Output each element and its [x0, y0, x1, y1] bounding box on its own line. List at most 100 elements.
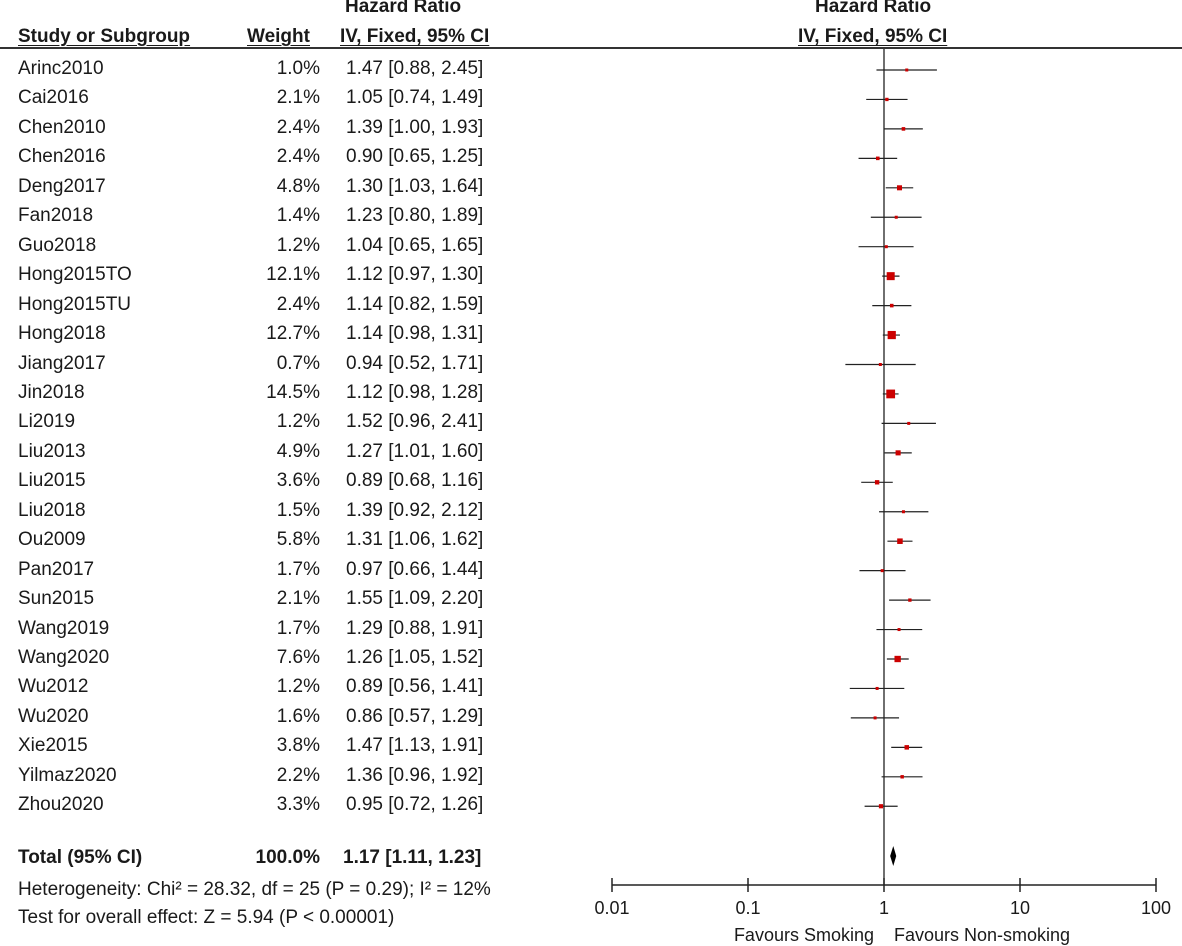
point-estimate-marker — [900, 775, 904, 779]
total-weight: 100.0% — [255, 847, 320, 868]
point-estimate-marker — [873, 716, 877, 720]
study-ci: 1.30 [1.03, 1.64] — [346, 176, 484, 197]
favours-smoking-label: Favours Smoking — [734, 925, 874, 945]
point-estimate-marker — [878, 804, 884, 809]
study-name: Xie2015 — [18, 735, 88, 756]
study-ci: 0.97 [0.66, 1.44] — [346, 559, 484, 580]
study-ci: 1.39 [0.92, 2.12] — [346, 500, 484, 521]
point-estimate-marker — [886, 389, 896, 399]
study-name: Hong2018 — [18, 323, 106, 344]
study-weight: 1.2% — [276, 411, 320, 432]
study-name: Deng2017 — [18, 176, 106, 197]
study-ci: 1.14 [0.82, 1.59] — [346, 294, 484, 315]
point-estimate-marker — [897, 538, 903, 544]
study-weight: 12.1% — [266, 264, 320, 285]
study-name: Jin2018 — [18, 382, 85, 403]
study-ci: 1.12 [0.97, 1.30] — [346, 264, 484, 285]
study-name: Fan2018 — [18, 205, 94, 226]
study-weight: 2.4% — [276, 146, 320, 167]
point-estimate-marker — [896, 185, 903, 191]
study-name: Liu2013 — [18, 441, 86, 462]
point-estimate-marker — [885, 97, 889, 102]
study-name: Cai2016 — [18, 87, 89, 108]
header-rule — [0, 47, 1182, 49]
study-ci: 1.12 [0.98, 1.28] — [346, 382, 484, 403]
study-ci: 1.55 [1.09, 2.20] — [346, 588, 484, 609]
point-estimate-marker — [884, 245, 888, 249]
x-tick-label: 0.1 — [735, 898, 760, 918]
point-estimate-marker — [904, 745, 909, 750]
study-ci: 0.86 [0.57, 1.29] — [346, 706, 484, 727]
study-ci: 0.95 [0.72, 1.26] — [346, 794, 484, 815]
study-ci: 1.31 [1.06, 1.62] — [346, 529, 484, 550]
x-tick-label: 100 — [1141, 898, 1171, 918]
overall-effect-text: Test for overall effect: Z = 5.94 (P < 0… — [18, 907, 395, 928]
study-weight: 3.8% — [276, 735, 320, 756]
point-estimate-marker — [889, 303, 894, 308]
hr-group-header: Hazard Ratio — [345, 0, 462, 17]
study-ci: 1.23 [0.80, 1.89] — [346, 205, 484, 226]
study-name: Sun2015 — [18, 588, 95, 609]
study-name: Pan2017 — [18, 559, 95, 580]
study-name: Jiang2017 — [18, 353, 106, 374]
study-name: Arinc2010 — [18, 58, 104, 79]
study-ci: 1.26 [1.05, 1.52] — [346, 647, 484, 668]
study-name: Yilmaz2020 — [18, 765, 117, 786]
study-name: Wang2019 — [18, 618, 110, 639]
point-estimate-marker — [886, 272, 895, 281]
plot-column-header: IV, Fixed, 95% CI — [798, 26, 948, 47]
study-name: Hong2015TO — [18, 264, 132, 285]
study-name: Liu2015 — [18, 470, 86, 491]
study-weight: 1.5% — [276, 500, 320, 521]
study-name: Ou2009 — [18, 529, 86, 550]
study-weight: 1.7% — [276, 618, 320, 639]
study-weight: 7.6% — [276, 647, 320, 668]
study-weight: 3.3% — [276, 794, 320, 815]
study-weight: 1.2% — [276, 235, 320, 256]
study-ci: 1.47 [1.13, 1.91] — [346, 735, 484, 756]
study-weight: 1.0% — [276, 58, 320, 79]
study-ci: 1.04 [0.65, 1.65] — [346, 235, 484, 256]
study-name: Chen2016 — [18, 146, 106, 167]
plot-group-header: Hazard Ratio — [815, 0, 932, 17]
study-column-header: Study or Subgroup — [18, 26, 191, 47]
study-ci: 1.29 [0.88, 1.91] — [346, 618, 484, 639]
total-label: Total (95% CI) — [18, 847, 143, 868]
study-ci: 1.36 [0.96, 1.92] — [346, 765, 484, 786]
study-name: Wu2020 — [18, 706, 89, 727]
study-name: Hong2015TU — [18, 294, 132, 315]
point-estimate-marker — [878, 363, 882, 366]
point-estimate-marker — [908, 598, 912, 602]
study-name: Li2019 — [18, 411, 76, 432]
study-ci: 1.27 [1.01, 1.60] — [346, 441, 484, 462]
study-name: Liu2018 — [18, 500, 86, 521]
point-estimate-marker — [887, 330, 896, 340]
study-weight: 1.2% — [276, 676, 320, 697]
study-weight: 2.4% — [276, 294, 320, 315]
point-estimate-marker — [901, 127, 906, 131]
point-estimate-marker — [895, 450, 901, 456]
hr-column-header: IV, Fixed, 95% CI — [340, 26, 490, 47]
point-estimate-marker — [897, 628, 901, 632]
study-weight: 4.8% — [276, 176, 320, 197]
study-name: Chen2010 — [18, 117, 106, 138]
study-weight: 1.7% — [276, 559, 320, 580]
study-weight: 0.7% — [276, 353, 320, 374]
study-weight: 1.6% — [276, 706, 320, 727]
point-estimate-marker — [874, 480, 880, 485]
point-estimate-marker — [907, 421, 911, 425]
study-ci: 0.89 [0.56, 1.41] — [346, 676, 484, 697]
study-name: Wang2020 — [18, 647, 110, 668]
study-ci: 1.52 [0.96, 2.41] — [346, 411, 484, 432]
study-ci: 1.05 [0.74, 1.49] — [346, 87, 484, 108]
point-estimate-marker — [880, 569, 884, 573]
x-tick-label: 10 — [1010, 898, 1030, 918]
point-estimate-marker — [894, 215, 898, 219]
weight-column-header: Weight — [247, 26, 310, 47]
point-estimate-marker — [901, 510, 905, 514]
study-weight: 2.4% — [276, 117, 320, 138]
study-weight: 5.8% — [276, 529, 320, 550]
study-weight: 2.1% — [276, 87, 320, 108]
x-tick-label: 0.01 — [594, 898, 629, 918]
